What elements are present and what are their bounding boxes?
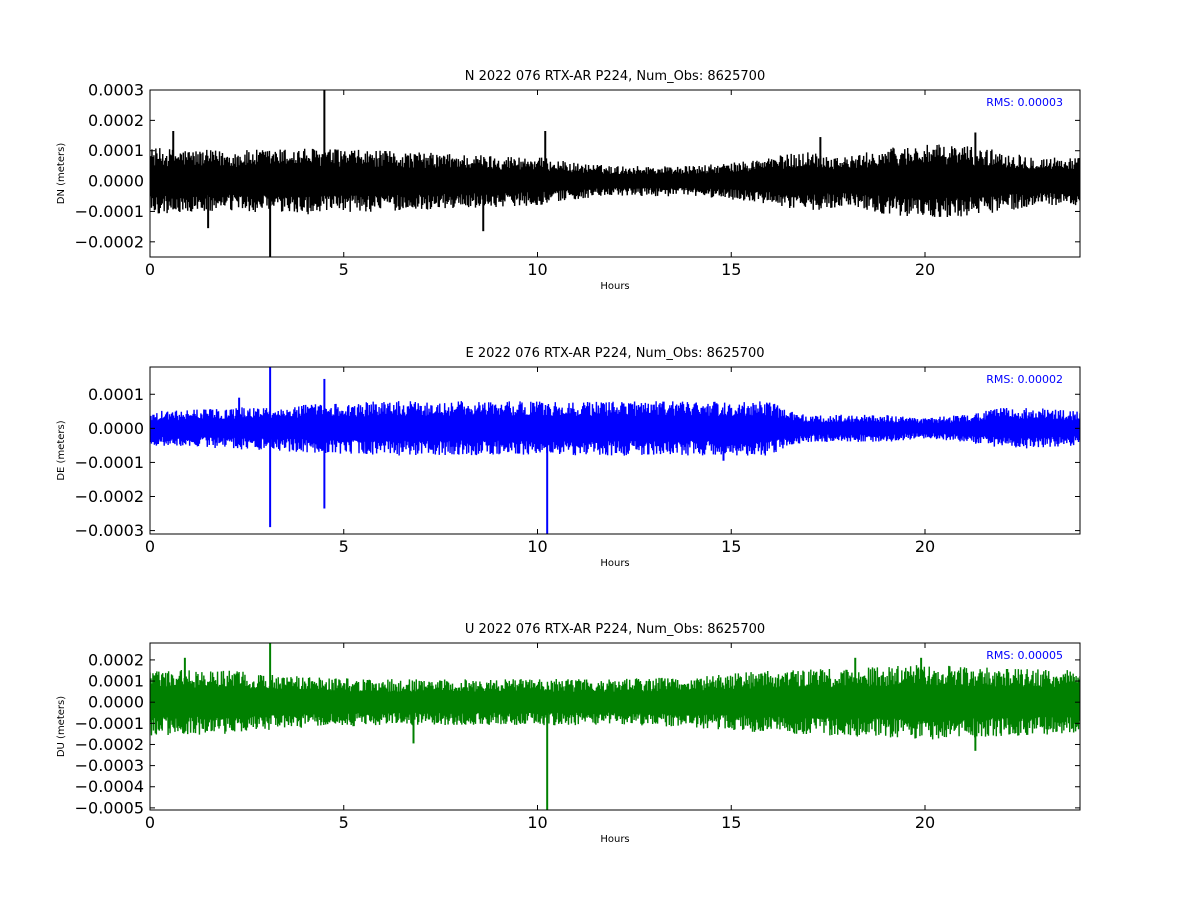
y-tick-label: −0.0005 <box>75 798 144 817</box>
y-tick-label: −0.0003 <box>75 756 144 775</box>
series-group <box>150 643 1080 810</box>
y-tick-label: −0.0002 <box>75 487 144 506</box>
series-line <box>150 144 1080 217</box>
y-axis-label: DE (meters) <box>56 420 67 480</box>
x-axis-label: Hours <box>600 558 629 569</box>
x-tick-label: 20 <box>915 537 935 556</box>
series-group <box>150 90 1080 257</box>
rms-annotation: RMS: 0.00002 <box>986 373 1063 386</box>
y-tick-label: −0.0003 <box>75 521 144 540</box>
rms-annotation: RMS: 0.00005 <box>986 649 1063 662</box>
x-axis-label: Hours <box>600 281 629 292</box>
plot-title: N 2022 076 RTX-AR P224, Num_Obs: 8625700 <box>465 69 765 84</box>
y-tick-label: −0.0004 <box>75 777 144 796</box>
series-group <box>150 367 1080 534</box>
y-axis-label: DN (meters) <box>56 143 67 205</box>
y-tick-label: −0.0001 <box>75 202 144 221</box>
x-tick-label: 10 <box>527 260 547 279</box>
series-line <box>150 401 1080 456</box>
panel-up: U 2022 076 RTX-AR P224, Num_Obs: 8625700… <box>56 622 1081 845</box>
x-tick-label: 5 <box>339 537 349 556</box>
plot-frame <box>149 89 1081 258</box>
plot-frame <box>149 642 1081 811</box>
x-tick-label: 15 <box>721 260 741 279</box>
y-tick-label: 0.0001 <box>88 141 144 160</box>
x-tick-label: 0 <box>145 813 155 832</box>
x-axis-label: Hours <box>600 834 629 845</box>
x-tick-label: 15 <box>721 813 741 832</box>
panel-north: N 2022 076 RTX-AR P224, Num_Obs: 8625700… <box>56 69 1081 292</box>
x-tick-label: 15 <box>721 537 741 556</box>
y-tick-label: 0.0001 <box>88 385 144 404</box>
panel-east: E 2022 076 RTX-AR P224, Num_Obs: 8625700… <box>56 346 1081 569</box>
y-tick-label: −0.0001 <box>75 714 144 733</box>
x-tick-label: 5 <box>339 813 349 832</box>
x-tick-label: 0 <box>145 260 155 279</box>
x-tick-label: 10 <box>527 813 547 832</box>
series-line <box>150 665 1080 740</box>
x-tick-label: 0 <box>145 537 155 556</box>
y-tick-label: 0.0002 <box>88 650 144 669</box>
y-tick-label: 0.0000 <box>88 693 144 712</box>
y-tick-label: 0.0001 <box>88 672 144 691</box>
y-tick-label: 0.0000 <box>88 172 144 191</box>
y-tick-label: −0.0002 <box>75 232 144 251</box>
y-tick-label: 0.0003 <box>88 81 144 100</box>
x-tick-label: 20 <box>915 260 935 279</box>
x-tick-label: 10 <box>527 537 547 556</box>
y-tick-label: 0.0002 <box>88 111 144 130</box>
plot-title: E 2022 076 RTX-AR P224, Num_Obs: 8625700 <box>466 346 765 361</box>
y-tick-label: −0.0001 <box>75 453 144 472</box>
x-tick-label: 20 <box>915 813 935 832</box>
y-tick-label: −0.0002 <box>75 735 144 754</box>
rms-annotation: RMS: 0.00003 <box>986 96 1063 109</box>
y-tick-label: 0.0000 <box>88 419 144 438</box>
x-tick-label: 5 <box>339 260 349 279</box>
y-axis-label: DU (meters) <box>56 696 67 757</box>
plot-title: U 2022 076 RTX-AR P224, Num_Obs: 8625700 <box>465 622 765 637</box>
plot-frame <box>149 366 1081 535</box>
